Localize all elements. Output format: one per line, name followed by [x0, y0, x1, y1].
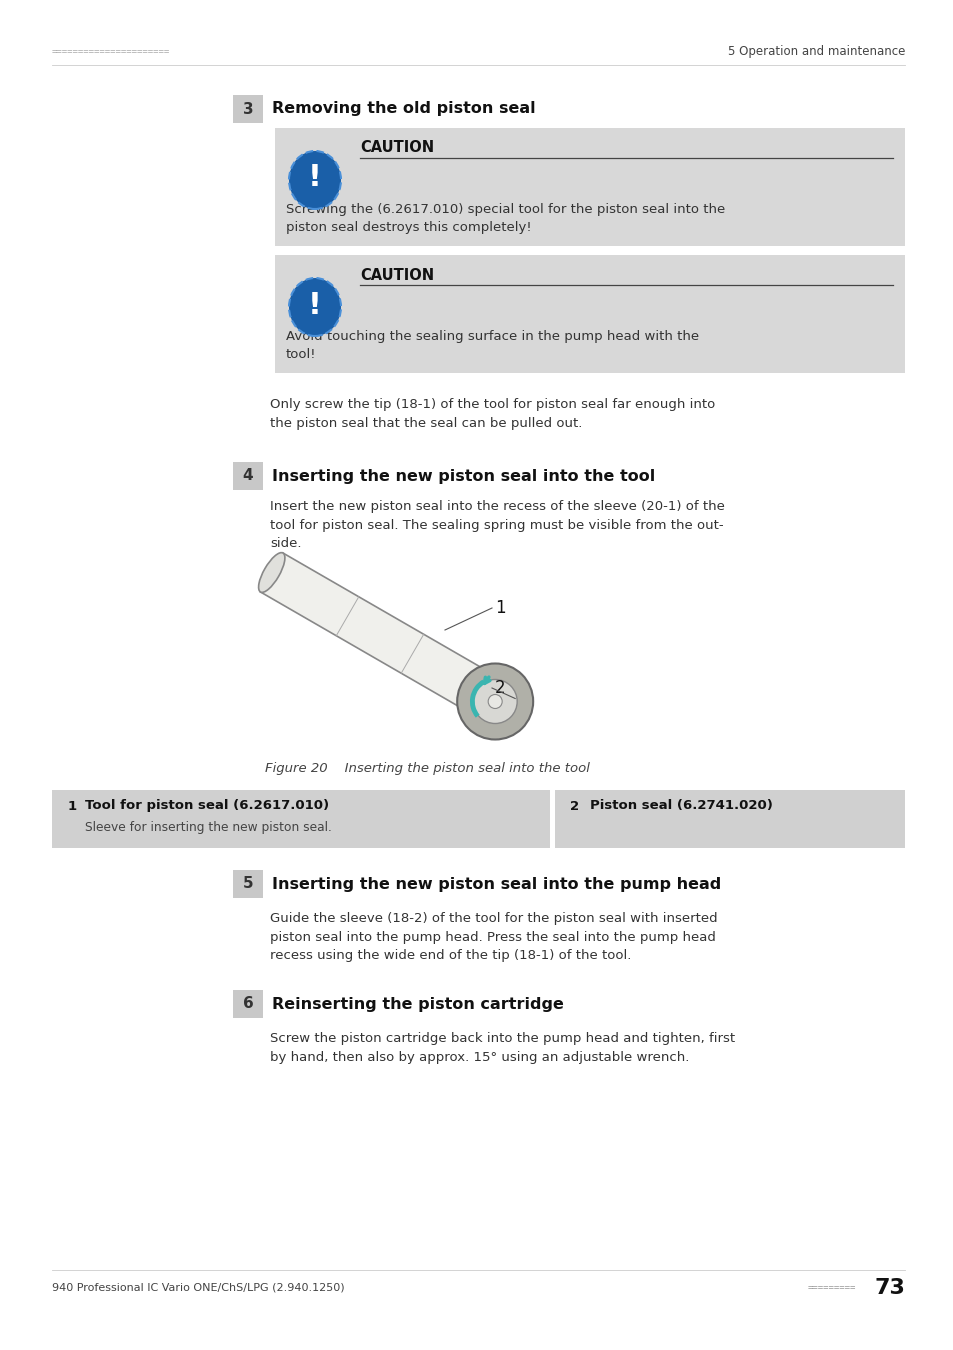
FancyBboxPatch shape [274, 255, 904, 373]
Text: 1: 1 [68, 799, 77, 813]
Text: 5 Operation and maintenance: 5 Operation and maintenance [727, 46, 904, 58]
Text: ======================: ====================== [52, 47, 170, 57]
FancyBboxPatch shape [233, 462, 263, 490]
Text: Piston seal (6.2741.020): Piston seal (6.2741.020) [589, 799, 772, 813]
Text: CAUTION: CAUTION [359, 267, 434, 282]
FancyBboxPatch shape [233, 869, 263, 898]
Text: Insert the new piston seal into the recess of the sleeve (20-1) of the
tool for : Insert the new piston seal into the rece… [270, 500, 724, 549]
Text: Avoid touching the sealing surface in the pump head with the
tool!: Avoid touching the sealing surface in th… [286, 329, 699, 360]
Text: CAUTION: CAUTION [359, 140, 434, 155]
Ellipse shape [289, 278, 340, 336]
Ellipse shape [488, 694, 501, 709]
Text: Sleeve for inserting the new piston seal.: Sleeve for inserting the new piston seal… [85, 822, 332, 834]
FancyBboxPatch shape [233, 95, 263, 123]
Ellipse shape [456, 663, 533, 740]
FancyBboxPatch shape [233, 990, 263, 1018]
FancyBboxPatch shape [274, 128, 904, 246]
Ellipse shape [289, 151, 340, 209]
Text: 940 Professional IC Vario ONE/ChS/LPG (2.940.1250): 940 Professional IC Vario ONE/ChS/LPG (2… [52, 1282, 344, 1293]
Text: Removing the old piston seal: Removing the old piston seal [272, 101, 535, 116]
Text: Guide the sleeve (18-2) of the tool for the piston seal with inserted
piston sea: Guide the sleeve (18-2) of the tool for … [270, 913, 717, 963]
Ellipse shape [473, 679, 517, 724]
Text: 1: 1 [495, 599, 505, 617]
Text: Tool for piston seal (6.2617.010): Tool for piston seal (6.2617.010) [85, 799, 329, 813]
Text: 73: 73 [873, 1278, 904, 1297]
Text: Only screw the tip (18-1) of the tool for piston seal far enough into
the piston: Only screw the tip (18-1) of the tool fo… [270, 398, 715, 429]
Text: !: ! [308, 163, 321, 193]
Text: 5: 5 [242, 876, 253, 891]
FancyBboxPatch shape [555, 790, 904, 848]
Text: Screwing the (6.2617.010) special tool for the piston seal into the
piston seal : Screwing the (6.2617.010) special tool f… [286, 202, 724, 234]
Text: Reinserting the piston cartridge: Reinserting the piston cartridge [272, 996, 563, 1011]
Text: 4: 4 [242, 468, 253, 483]
Ellipse shape [258, 552, 285, 593]
Polygon shape [260, 554, 499, 717]
Text: 6: 6 [242, 996, 253, 1011]
Text: 3: 3 [242, 101, 253, 116]
Text: Screw the piston cartridge back into the pump head and tighten, first
by hand, t: Screw the piston cartridge back into the… [270, 1031, 735, 1064]
Text: Inserting the new piston seal into the tool: Inserting the new piston seal into the t… [272, 468, 655, 483]
Ellipse shape [475, 678, 501, 717]
Text: Figure 20    Inserting the piston seal into the tool: Figure 20 Inserting the piston seal into… [265, 761, 589, 775]
Text: 2: 2 [495, 679, 505, 697]
Text: 2: 2 [569, 799, 578, 813]
Text: =========: ========= [807, 1284, 855, 1292]
Text: !: ! [308, 290, 321, 320]
Text: Inserting the new piston seal into the pump head: Inserting the new piston seal into the p… [272, 876, 720, 891]
FancyBboxPatch shape [52, 790, 550, 848]
